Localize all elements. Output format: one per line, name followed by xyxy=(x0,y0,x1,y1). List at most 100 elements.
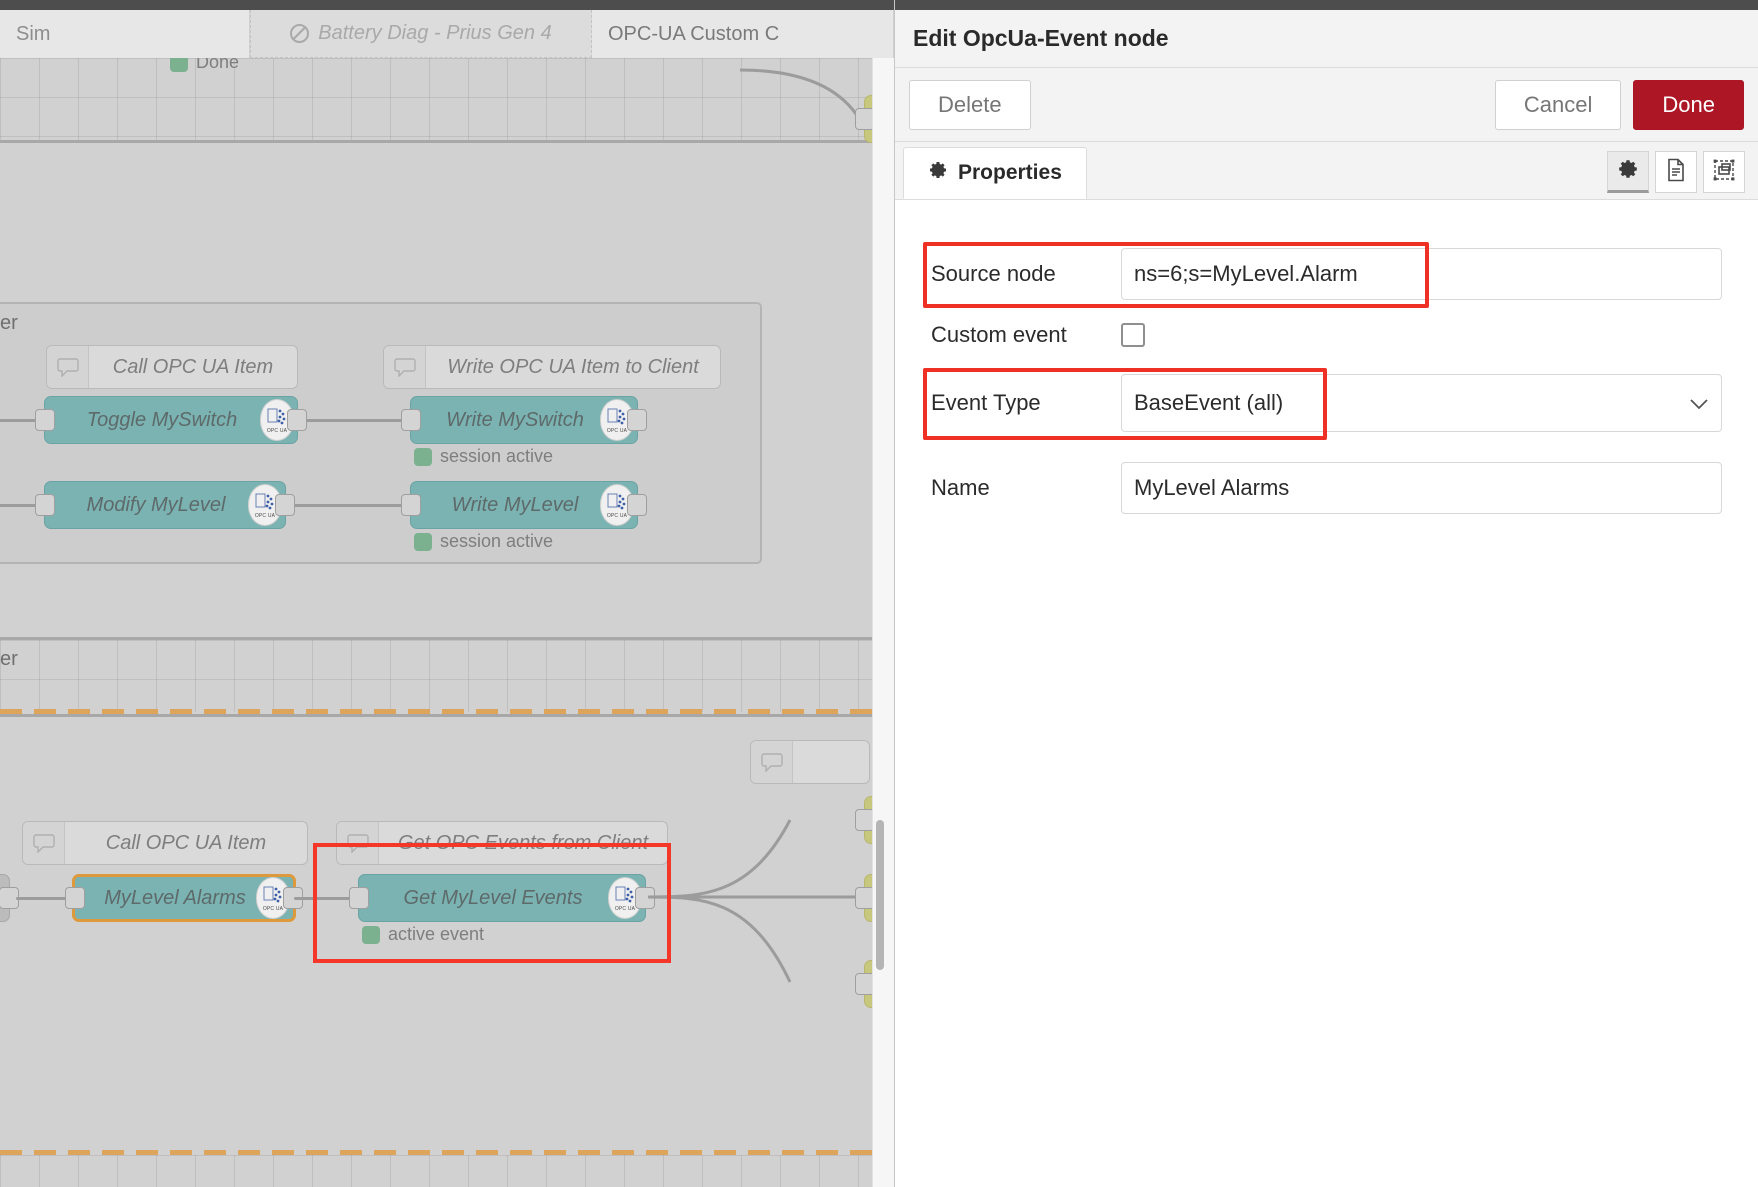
comment-icon xyxy=(751,741,793,783)
source-node-input[interactable]: ns=6;s=MyLevel.Alarm xyxy=(1121,248,1722,300)
source-node-label: Source node xyxy=(931,261,1056,286)
tab-properties[interactable]: Properties xyxy=(903,147,1087,199)
panel-tab-strip: Properties xyxy=(895,142,1758,200)
node-label: Get MyLevel Events xyxy=(403,886,583,909)
comment-chip-right-partial[interactable] xyxy=(750,740,870,784)
group-box-top[interactable] xyxy=(0,302,762,564)
description-icon-button[interactable] xyxy=(1655,151,1697,193)
canvas-scrollbar[interactable] xyxy=(876,820,884,970)
canvas-separator-dashed-bottom xyxy=(0,1150,894,1155)
panel-header: Edit OpcUa-Event node xyxy=(895,10,1758,68)
canvas-grid-bottom xyxy=(0,1155,894,1187)
wire-modify-to-write-mylevel xyxy=(284,504,412,507)
flow-tab-bar[interactable]: Sim Battery Diag - Prius Gen 4 OPC-UA Cu… xyxy=(0,10,894,58)
form-row-source-node: Source node ns=6;s=MyLevel.Alarm xyxy=(923,242,1722,308)
node-output-port[interactable] xyxy=(287,409,307,431)
flow-tab-opcua-custom-label: OPC-UA Custom C xyxy=(608,22,780,45)
wire-partial-to-mylevel-alarms xyxy=(16,897,78,900)
node-modify-mylevel[interactable]: Modify MyLevel OPC UA xyxy=(35,481,295,529)
custom-event-label: Custom event xyxy=(931,322,1067,347)
name-input[interactable]: MyLevel Alarms xyxy=(1121,462,1722,514)
tab-properties-label: Properties xyxy=(958,161,1062,184)
node-input-port[interactable] xyxy=(401,409,421,431)
panel-title: Edit OpcUa-Event node xyxy=(913,25,1169,51)
node-label: Write MySwitch xyxy=(446,408,584,431)
delete-button[interactable]: Delete xyxy=(909,79,1031,130)
comment-icon xyxy=(47,346,89,388)
comment-chip-call-opc-ua-item-top[interactable]: Call OPC UA Item xyxy=(46,345,298,389)
cancel-button[interactable]: Cancel xyxy=(1494,79,1622,130)
window-titlebar xyxy=(0,0,894,10)
canvas-edge-strip xyxy=(872,58,894,1187)
opcua-icon-text: OPC UA xyxy=(254,513,276,519)
wire-left-to-toggle-myswitch xyxy=(0,419,50,422)
edit-node-panel: Edit OpcUa-Event node Delete Cancel Done… xyxy=(894,0,1758,1187)
node-write-myswitch[interactable]: Write MySwitch OPC UA xyxy=(401,396,647,444)
comment-chip-label: Get OPC Events from Client xyxy=(397,831,649,854)
canvas-separator-mid xyxy=(0,637,894,640)
wire-alarms-to-get-events xyxy=(294,897,360,900)
node-output-port[interactable] xyxy=(627,409,647,431)
flow-tab-battery-diag[interactable]: Battery Diag - Prius Gen 4 xyxy=(250,10,592,58)
node-mylevel-alarms[interactable]: MyLevel Alarms OPC UA xyxy=(65,874,303,922)
group-label-bottom: er xyxy=(0,648,18,670)
chevron-down-icon xyxy=(1689,390,1709,416)
node-status-write-mylevel: session active xyxy=(414,531,553,552)
disabled-icon xyxy=(290,24,310,43)
group-label-top: er xyxy=(0,312,18,334)
canvas-grid-mid xyxy=(0,640,894,712)
node-properties-form: Source node ns=6;s=MyLevel.Alarm Custom … xyxy=(895,200,1758,514)
panel-titlebar xyxy=(895,0,1758,10)
node-input-port[interactable] xyxy=(349,887,369,909)
node-partial-left[interactable] xyxy=(0,874,19,922)
event-type-label: Event Type xyxy=(931,390,1041,415)
node-write-mylevel[interactable]: Write MyLevel OPC UA xyxy=(401,481,647,529)
node-input-port[interactable] xyxy=(35,494,55,516)
node-status-label: session active xyxy=(440,446,554,466)
node-input-port[interactable] xyxy=(65,887,85,909)
status-dot xyxy=(170,53,188,72)
opcua-icon-text: OPC UA xyxy=(606,513,628,519)
canvas-separator-dashed-mid xyxy=(0,709,894,714)
opcua-icon-text: OPC UA xyxy=(262,906,284,912)
node-status-label: active event xyxy=(388,924,485,944)
node-get-mylevel-events[interactable]: Get MyLevel Events OPC UA xyxy=(349,874,655,922)
node-input-port[interactable] xyxy=(401,494,421,516)
flow-canvas[interactable]: Sim Battery Diag - Prius Gen 4 OPC-UA Cu… xyxy=(0,0,894,1187)
node-toggle-myswitch[interactable]: Toggle MySwitch OPC UA xyxy=(35,396,307,444)
node-status-get-mylevel-events: active event xyxy=(362,924,484,945)
name-label: Name xyxy=(931,475,990,500)
event-type-select[interactable]: BaseEvent (all) xyxy=(1121,374,1722,432)
node-input-port[interactable] xyxy=(35,409,55,431)
form-row-name: Name MyLevel Alarms xyxy=(931,462,1722,514)
wire-toggle-to-write-myswitch xyxy=(296,419,412,422)
done-button[interactable]: Done xyxy=(1633,79,1744,130)
comment-chip-call-opc-ua-item-bottom[interactable]: Call OPC UA Item xyxy=(22,821,308,865)
custom-event-checkbox[interactable] xyxy=(1121,323,1145,347)
opcua-icon-text: OPC UA xyxy=(614,906,636,912)
gear-icon xyxy=(928,160,948,186)
flow-tab-battery-diag-label: Battery Diag - Prius Gen 4 xyxy=(318,22,552,44)
appearance-icon xyxy=(1712,158,1736,187)
node-output-port[interactable] xyxy=(627,494,647,516)
appearance-icon-button[interactable] xyxy=(1703,151,1745,193)
status-dot xyxy=(414,532,432,551)
comment-chip-label: Write OPC UA Item to Client xyxy=(447,355,699,378)
node-label: Modify MyLevel xyxy=(86,493,226,516)
comment-chip-write-opc-ua-item-to-client[interactable]: Write OPC UA Item to Client xyxy=(383,345,721,389)
canvas-separator-top xyxy=(0,140,894,143)
flow-tab-opcua-custom[interactable]: OPC-UA Custom C xyxy=(592,10,894,58)
wire-left-to-modify-mylevel xyxy=(0,504,50,507)
flow-tab-sim[interactable]: Sim xyxy=(0,10,250,58)
node-status-label: session active xyxy=(440,531,554,551)
comment-chip-get-opc-events-from-client[interactable]: Get OPC Events from Client xyxy=(336,821,668,865)
node-label: MyLevel Alarms xyxy=(104,886,246,909)
node-label: Toggle MySwitch xyxy=(86,408,238,431)
gear-icon-button[interactable] xyxy=(1607,151,1649,193)
opcua-icon-text: OPC UA xyxy=(606,428,628,434)
node-output-port[interactable] xyxy=(275,494,295,516)
event-type-value: BaseEvent (all) xyxy=(1134,390,1284,415)
comment-icon xyxy=(384,346,426,388)
canvas-separator-below-dashed xyxy=(0,714,894,717)
comment-icon xyxy=(23,822,65,864)
